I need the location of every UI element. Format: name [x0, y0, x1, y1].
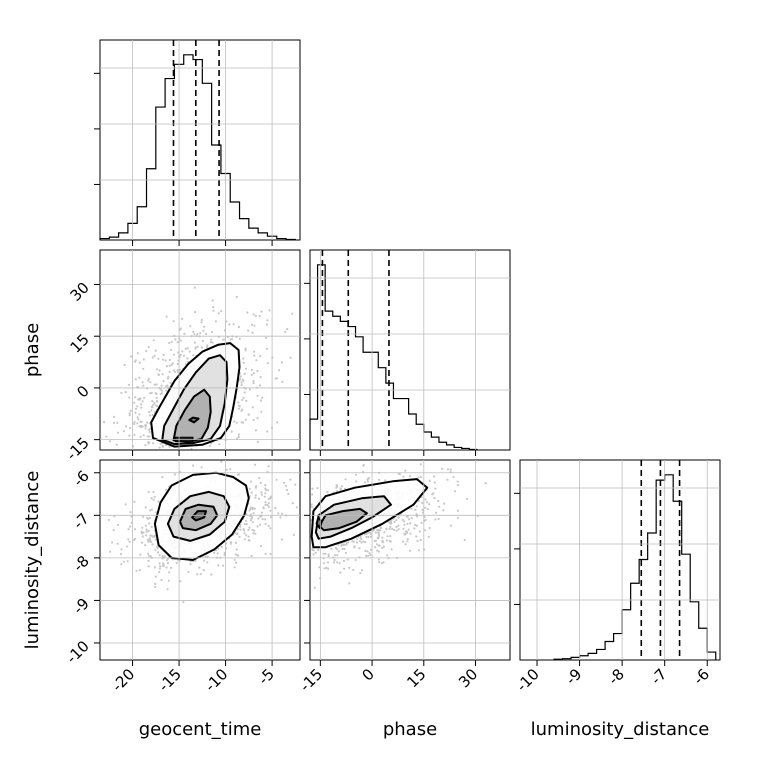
x-tick-label-phase: 30 [455, 665, 481, 691]
x-tick-label-luminosity_distance: -7 [647, 665, 670, 688]
contour-level-4 [188, 416, 200, 424]
histogram-steps-luminosity_distance [553, 474, 717, 660]
y-tick-label-luminosity_distance: -7 [70, 509, 93, 532]
y-tick-label-luminosity_distance: -6 [70, 467, 93, 490]
histogram-geocent_time [99, 39, 301, 241]
panel-frame [519, 459, 721, 661]
y-tick-label-phase: -15 [63, 434, 93, 464]
contour-level-4 [191, 510, 207, 522]
panel-frame [309, 249, 511, 451]
y-axis-label-luminosity_distance: luminosity_distance [22, 471, 43, 650]
x-tick-label-phase: 15 [403, 665, 429, 691]
x-tick-label-geocent_time: -20 [108, 665, 138, 695]
x-tick-label-phase: -15 [296, 665, 326, 695]
x-tick-label-geocent_time: -5 [255, 665, 278, 688]
x-tick-label-luminosity_distance: -8 [605, 665, 628, 688]
y-tick-label-luminosity_distance: -10 [63, 637, 93, 667]
joint-panel-geocent_time-phase [99, 249, 301, 451]
x-tick-label-phase: 0 [358, 665, 377, 684]
x-tick-label-luminosity_distance: -6 [690, 665, 713, 688]
joint-panel-phase-luminosity_distance [309, 459, 511, 661]
joint-panel-geocent_time-luminosity_distance [99, 459, 301, 661]
x-axis-label-geocent_time: geocent_time [139, 719, 262, 740]
panel-frame [309, 459, 511, 661]
panel-frame [99, 249, 301, 451]
x-tick-label-luminosity_distance: -10 [513, 665, 543, 695]
histogram-phase [309, 249, 511, 451]
x-tick-label-geocent_time: -10 [201, 665, 231, 695]
y-tick-label-luminosity_distance: -9 [70, 595, 93, 618]
y-tick-label-phase: 0 [73, 382, 92, 401]
histogram-steps-geocent_time [99, 54, 296, 241]
y-axis-label-phase: phase [22, 323, 43, 377]
x-axis-label-luminosity_distance: luminosity_distance [531, 719, 710, 740]
x-axis-label-phase: phase [383, 719, 437, 740]
histogram-luminosity_distance [519, 459, 721, 661]
histogram-steps-phase [309, 264, 478, 451]
y-tick-label-phase: 15 [67, 330, 93, 356]
panel-frame [99, 459, 301, 661]
contour-level-3 [318, 507, 368, 532]
x-tick-label-luminosity_distance: -9 [562, 665, 585, 688]
panel-frame [99, 39, 301, 241]
y-tick-label-luminosity_distance: -8 [70, 552, 93, 575]
x-tick-label-geocent_time: -15 [155, 665, 185, 695]
y-tick-label-phase: 30 [67, 279, 93, 305]
